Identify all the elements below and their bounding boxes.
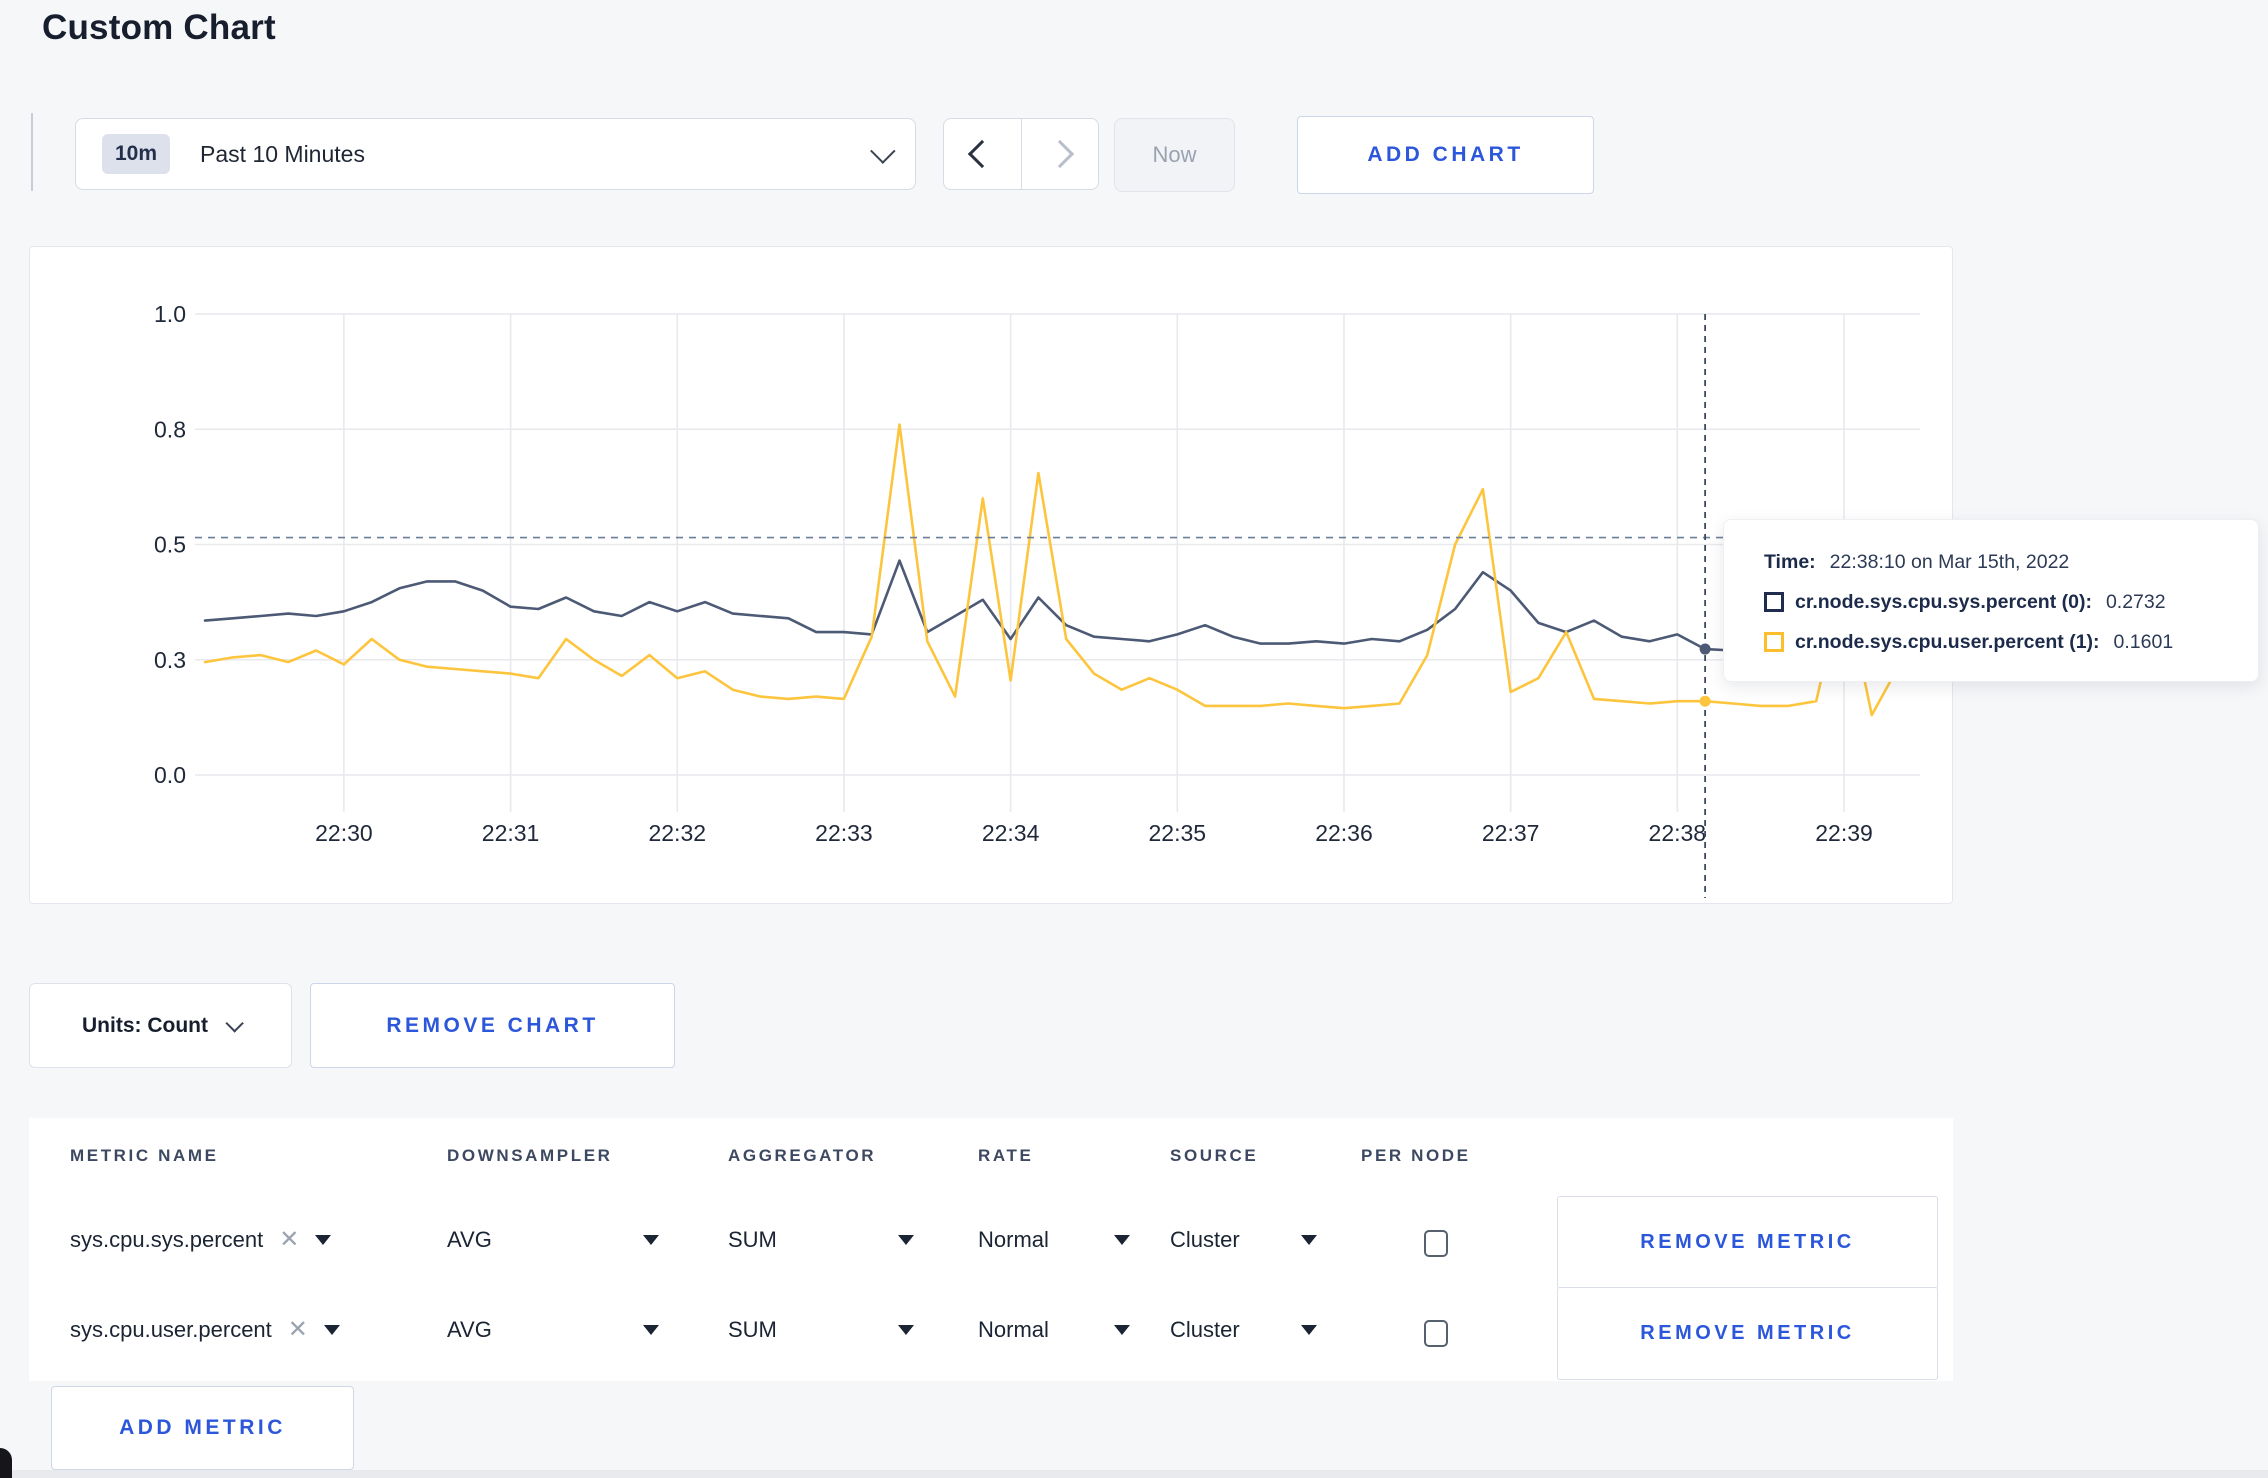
tooltip-series-label: cr.node.sys.cpu.user.percent (1): (1795, 630, 2100, 653)
x-tick-label: 22:39 (1815, 820, 1873, 846)
col-header-rate: RATE (978, 1146, 1034, 1165)
dropdown-arrow-icon (643, 1325, 659, 1335)
series-line-0 (203, 559, 1901, 652)
page-title: Custom Chart (42, 8, 276, 47)
y-tick-label: 0.3 (154, 647, 186, 673)
tooltip-time-label: Time: (1764, 550, 1816, 573)
tooltip-time-row: Time: 22:38:10 on Mar 15th, 2022 (1764, 542, 2234, 582)
x-tick-label: 22:33 (815, 820, 873, 846)
downsampler-select[interactable]: AVG (447, 1227, 659, 1253)
aggregator-select[interactable]: SUM (728, 1317, 914, 1343)
metric-name-select[interactable]: sys.cpu.sys.percent ✕ (70, 1226, 332, 1253)
col-header-downsampler: DOWNSAMPLER (447, 1146, 613, 1165)
chart-card (29, 246, 1953, 904)
x-tick-label: 22:31 (482, 820, 540, 846)
now-button[interactable]: Now (1114, 118, 1235, 192)
time-range-dropdown[interactable]: 10m Past 10 Minutes (75, 118, 916, 190)
y-tick-label: 1.0 (154, 301, 186, 327)
page-bottom-strip (0, 1470, 2268, 1478)
prev-range-button[interactable] (944, 119, 1021, 189)
clear-metric-icon[interactable]: ✕ (279, 1226, 300, 1253)
units-label: Units: Count (82, 1013, 208, 1037)
remove-metric-button[interactable]: REMOVE METRIC (1557, 1287, 1938, 1380)
tooltip-series-label: cr.node.sys.cpu.sys.percent (0): (1795, 590, 2092, 613)
time-nav-group (943, 118, 1099, 190)
time-range-label: Past 10 Minutes (200, 140, 365, 167)
x-tick-label: 22:38 (1649, 820, 1707, 846)
next-range-button[interactable] (1020, 119, 1099, 189)
clear-metric-icon[interactable]: ✕ (287, 1316, 308, 1343)
user-series-swatch-icon (1764, 632, 1784, 652)
downsampler-value: AVG (447, 1227, 492, 1252)
add-metric-button[interactable]: ADD METRIC (51, 1386, 354, 1470)
rate-value: Normal (978, 1227, 1049, 1252)
chevron-down-icon (225, 1014, 244, 1033)
dropdown-arrow-icon (1114, 1235, 1130, 1245)
rate-select[interactable]: Normal (978, 1317, 1130, 1343)
dropdown-arrow-icon (1301, 1325, 1317, 1335)
dropdown-arrow-icon (898, 1235, 914, 1245)
x-tick-label: 22:36 (1315, 820, 1373, 846)
col-header-per-node: PER NODE (1361, 1146, 1471, 1165)
metrics-table: METRIC NAME DOWNSAMPLER AGGREGATOR RATE … (29, 1118, 1953, 1381)
dropdown-arrow-icon (323, 1325, 340, 1335)
dropdown-arrow-icon (643, 1235, 659, 1245)
toolbar-divider (31, 113, 33, 191)
tooltip-series-row: cr.node.sys.cpu.sys.percent (0): 0.2732 (1764, 582, 2234, 622)
downsampler-select[interactable]: AVG (447, 1317, 659, 1343)
per-node-checkbox[interactable] (1424, 1320, 1448, 1347)
rate-value: Normal (978, 1317, 1049, 1342)
x-tick-label: 22:34 (982, 820, 1040, 846)
tooltip-series-value: 0.1601 (2113, 630, 2174, 653)
metric-name-value: sys.cpu.user.percent (70, 1317, 272, 1342)
chart-hover-tooltip: Time: 22:38:10 on Mar 15th, 2022 cr.node… (1723, 519, 2259, 682)
source-value: Cluster (1170, 1317, 1240, 1342)
chevron-left-icon (968, 139, 997, 169)
metric-name-value: sys.cpu.sys.percent (70, 1227, 264, 1252)
y-tick-label: 0.0 (154, 762, 186, 788)
tooltip-series-row: cr.node.sys.cpu.user.percent (1): 0.1601 (1764, 622, 2234, 662)
series-line-1 (203, 423, 1901, 717)
remove-metric-button[interactable]: REMOVE METRIC (1557, 1196, 1938, 1289)
x-tick-label: 22:32 (648, 820, 706, 846)
chevron-right-icon (1045, 139, 1074, 169)
cpu-usage-line-chart[interactable]: 1.0 0.8 0.5 0.3 0.0 22:30 22:31 22:32 22:33 22:34… (29, 246, 1953, 904)
dropdown-arrow-icon (1114, 1325, 1130, 1335)
downsampler-value: AVG (447, 1317, 492, 1342)
tooltip-time-value: 22:38:10 on Mar 15th, 2022 (1829, 550, 2070, 573)
chevron-down-icon (870, 138, 896, 164)
add-chart-button[interactable]: ADD CHART (1297, 116, 1594, 194)
x-tick-label: 22:35 (1149, 820, 1207, 846)
hover-dot-0 (1699, 643, 1711, 655)
per-node-checkbox[interactable] (1424, 1230, 1448, 1257)
source-value: Cluster (1170, 1227, 1240, 1252)
col-header-aggregator: AGGREGATOR (728, 1146, 877, 1165)
aggregator-value: SUM (728, 1227, 777, 1252)
source-select[interactable]: Cluster (1170, 1227, 1317, 1253)
time-range-badge: 10m (102, 134, 171, 174)
dropdown-arrow-icon (315, 1235, 332, 1245)
aggregator-select[interactable]: SUM (728, 1227, 914, 1253)
units-dropdown[interactable]: Units: Count (29, 983, 292, 1068)
dropdown-arrow-icon (1301, 1235, 1317, 1245)
hover-dot-1 (1699, 695, 1711, 707)
metric-name-select[interactable]: sys.cpu.user.percent ✕ (70, 1317, 340, 1343)
dropdown-arrow-icon (898, 1325, 914, 1335)
col-header-metric-name: METRIC NAME (70, 1146, 219, 1165)
y-tick-label: 0.8 (154, 416, 186, 442)
x-tick-label: 22:37 (1482, 820, 1540, 846)
aggregator-value: SUM (728, 1317, 777, 1342)
sys-series-swatch-icon (1764, 592, 1784, 612)
tooltip-series-value: 0.2732 (2105, 590, 2166, 613)
y-tick-label: 0.5 (154, 532, 186, 558)
source-select[interactable]: Cluster (1170, 1317, 1317, 1343)
rate-select[interactable]: Normal (978, 1227, 1130, 1253)
cut-off-corner-widget (0, 1448, 12, 1478)
remove-chart-button[interactable]: REMOVE CHART (310, 983, 675, 1068)
col-header-source: SOURCE (1170, 1146, 1259, 1165)
x-tick-label: 22:30 (315, 820, 373, 846)
